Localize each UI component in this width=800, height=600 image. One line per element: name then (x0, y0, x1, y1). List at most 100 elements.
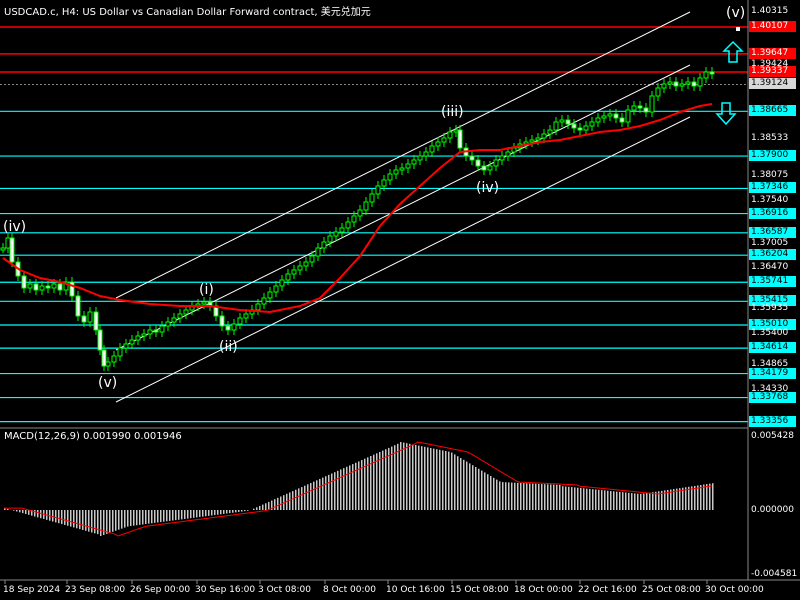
candle-body (709, 71, 715, 75)
macd-histogram-bar (646, 493, 648, 510)
support-level-label: 1.35010 (749, 318, 796, 330)
macd-histogram-bar (370, 456, 372, 510)
macd-histogram-bar (115, 510, 117, 531)
support-level-label: 1.35741 (749, 276, 796, 288)
macd-histogram-bar (79, 510, 81, 530)
macd-histogram-bar (664, 490, 666, 510)
candle-body (429, 145, 435, 153)
candle-body (315, 247, 321, 257)
macd-title: MACD(12,26,9) 0.001990 0.001946 (4, 431, 182, 442)
macd-histogram-bar (487, 474, 489, 510)
candle-body (345, 221, 351, 229)
macd-histogram-bar (163, 510, 165, 522)
macd-histogram-bar (478, 468, 480, 510)
price-tick-label: 1.35400 (751, 328, 789, 338)
candle-body (643, 107, 649, 113)
chart-title: USDCAD.c, H4: US Dollar vs Canadian Doll… (4, 7, 371, 18)
candle-body (105, 361, 111, 367)
candle-body (381, 179, 387, 187)
macd-histogram-bar (295, 489, 297, 510)
candle-body (87, 311, 93, 323)
macd-histogram-bar (280, 496, 282, 510)
macd-histogram-bar (496, 479, 498, 510)
macd-histogram-bar (568, 486, 570, 510)
candle-body (101, 349, 107, 367)
macd-histogram-bar (274, 499, 276, 510)
macd-histogram-bar (100, 510, 102, 536)
macd-histogram-bar (67, 510, 69, 526)
support-level-label: 1.36587 (749, 226, 796, 238)
candle-body (309, 255, 315, 263)
time-axis-label: 26 Sep 00:00 (130, 585, 191, 595)
macd-histogram-bar (457, 456, 459, 510)
macd-histogram-bar (232, 510, 234, 513)
macd-histogram-bar (289, 492, 291, 510)
macd-histogram-bar (511, 482, 513, 510)
macd-histogram-bar (682, 487, 684, 510)
candle-body (583, 125, 589, 131)
macd-histogram-bar (7, 508, 9, 510)
price-tick-label: 1.40315 (751, 6, 789, 16)
wave-label-iii: (iii) (441, 104, 464, 120)
macd-histogram-bar (481, 470, 483, 510)
macd-histogram-bar (583, 488, 585, 510)
time-axis-label: 3 Oct 08:00 (258, 585, 311, 595)
candle-body (33, 283, 39, 291)
macd-histogram-bar (349, 465, 351, 510)
candle-body (469, 155, 475, 161)
macd-histogram-bar (586, 488, 588, 510)
macd-histogram-bar (679, 488, 681, 510)
candle-body (601, 115, 607, 119)
candle-body (661, 83, 667, 89)
candle-body (153, 329, 159, 333)
channel-lower-line (115, 116, 691, 403)
time-axis-label: 18 Sep 2024 (3, 585, 61, 595)
macd-histogram-bar (34, 510, 36, 517)
candle-body (589, 121, 595, 127)
marker-square (736, 27, 740, 31)
macd-histogram-bar (94, 510, 96, 534)
macd-histogram-bar (523, 483, 525, 510)
macd-histogram-bar (301, 487, 303, 510)
candle-body (339, 227, 345, 233)
candle-body (613, 113, 619, 119)
macd-histogram-bar (616, 491, 618, 510)
macd-scale-label: 0.005428 (751, 431, 794, 441)
candle-body (171, 317, 177, 323)
macd-histogram-bar (70, 510, 72, 527)
macd-histogram-bar (592, 489, 594, 510)
time-axis-label: 18 Oct 00:00 (514, 585, 573, 595)
candle-body (165, 321, 171, 327)
price-tick-label: 1.37540 (751, 195, 789, 205)
macd-histogram-bar (253, 508, 255, 510)
macd-histogram-bar (220, 510, 222, 515)
candle-body (135, 335, 141, 341)
candle-body (453, 129, 459, 133)
macd-histogram-bar (49, 510, 51, 521)
candle-body (141, 333, 147, 337)
candle-body (81, 315, 87, 323)
time-axis-label: 15 Oct 08:00 (450, 585, 509, 595)
macd-histogram-bar (484, 472, 486, 510)
macd-histogram-bar (709, 483, 711, 510)
candle-body (577, 127, 583, 131)
macd-histogram-bar (406, 443, 408, 510)
candle-body (541, 133, 547, 139)
candle-body (363, 201, 369, 211)
macd-histogram-bar (607, 490, 609, 510)
macd-histogram-bar (376, 453, 378, 510)
macd-histogram-bar (328, 474, 330, 510)
candle-body (565, 119, 571, 125)
macd-histogram-bar (499, 481, 501, 510)
macd-histogram-bar (430, 448, 432, 510)
macd-histogram-bar (469, 463, 471, 510)
macd-histogram-bar (562, 486, 564, 510)
macd-histogram-bar (532, 483, 534, 510)
macd-histogram-bar (268, 501, 270, 510)
candle-body (279, 279, 285, 287)
macd-histogram-bar (217, 510, 219, 515)
macd-histogram-bar (103, 510, 105, 535)
support-level-label: 1.33356 (749, 415, 796, 427)
candle-body (45, 285, 51, 289)
